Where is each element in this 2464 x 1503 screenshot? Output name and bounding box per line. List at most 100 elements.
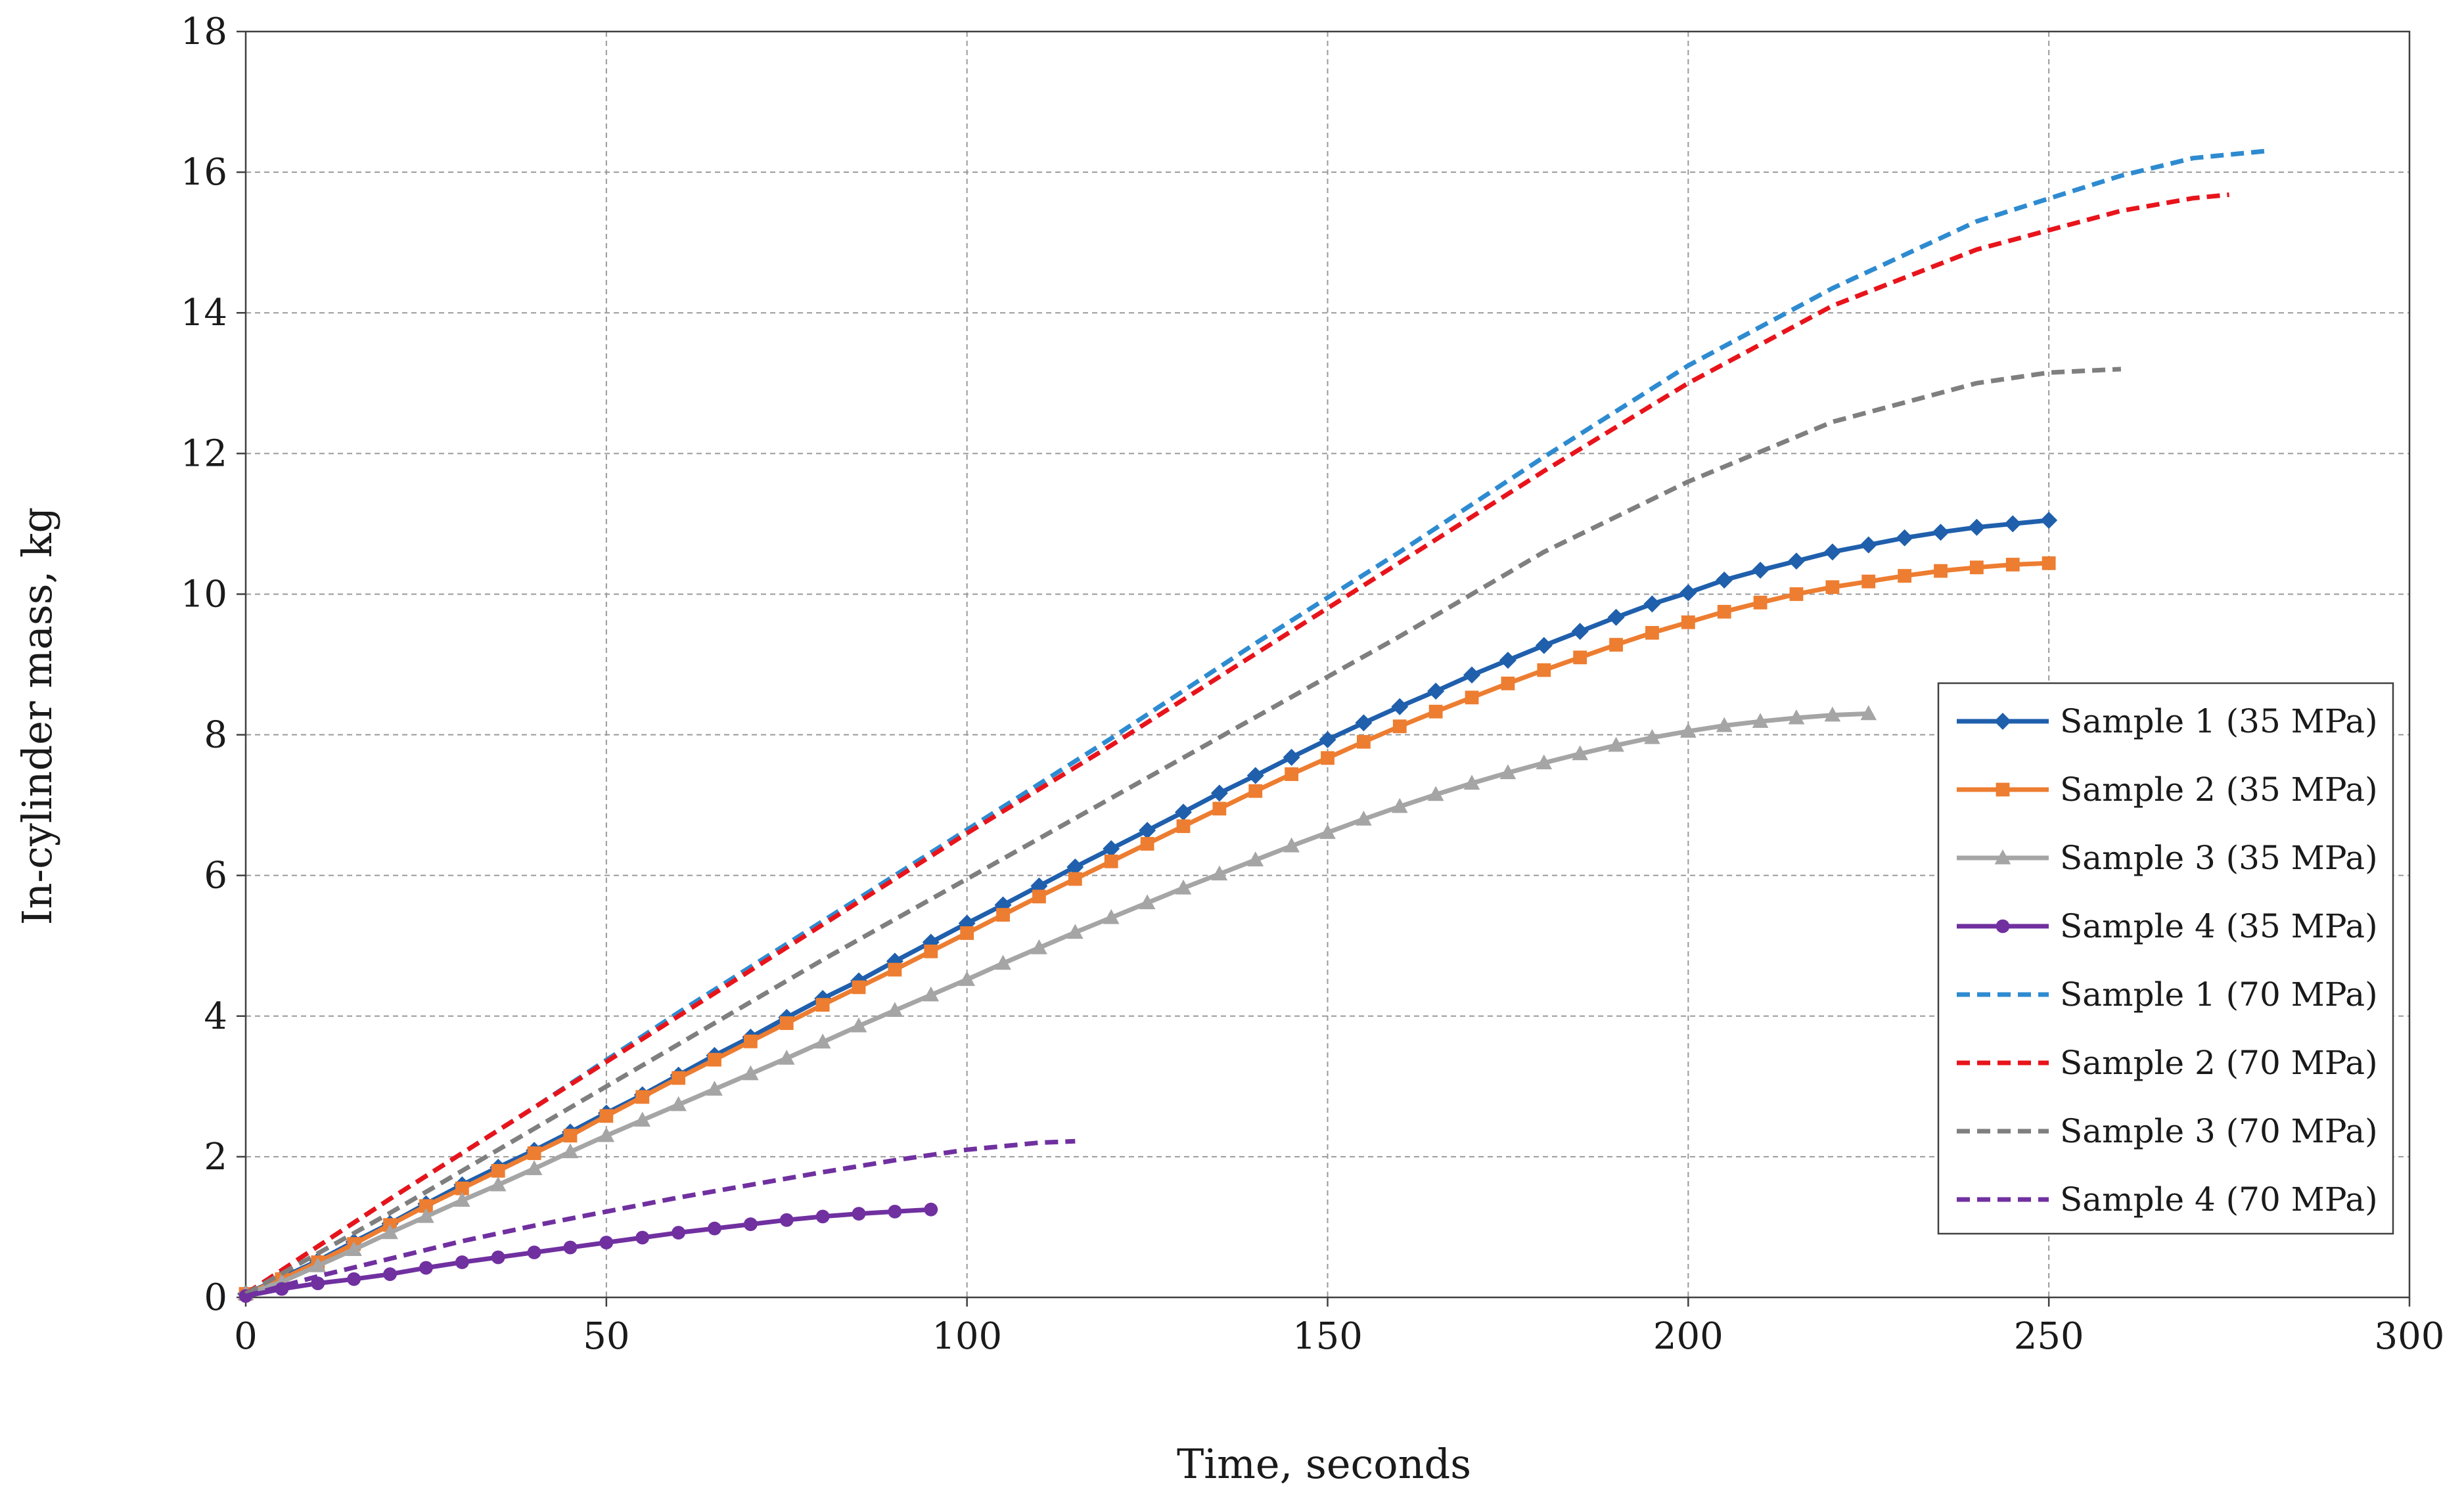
x-tick-label: 250	[2014, 1315, 2084, 1358]
series-8	[245, 1138, 1076, 1299]
data-point-triangle	[309, 1257, 327, 1272]
series-line	[244, 711, 1869, 1296]
data-point-circle	[563, 1240, 578, 1255]
data-point-diamond	[1679, 584, 1697, 602]
data-point-square	[779, 1016, 794, 1030]
data-point-square	[1285, 767, 1299, 781]
data-point-square	[1934, 564, 1948, 578]
data-point-triangle	[1319, 824, 1336, 840]
legend-item: Sample 1 (70 MPa)	[1957, 976, 2378, 1014]
data-point-square	[1573, 650, 1587, 665]
data-point-triangle	[1536, 754, 1553, 770]
data-point-triangle	[886, 1002, 903, 1017]
data-point-square	[1861, 574, 1876, 589]
data-point-triangle	[1644, 729, 1660, 744]
y-tick-label: 14	[181, 292, 227, 334]
legend-label: Sample 3 (70 MPa)	[2060, 1112, 2378, 1150]
legend-item: Sample 1 (35 MPa)	[1957, 702, 2378, 740]
legend-label: Sample 2 (35 MPa)	[2060, 771, 2378, 809]
data-point-square	[1970, 560, 1984, 575]
data-point-circle	[888, 1204, 902, 1219]
data-point-square	[1104, 854, 1118, 868]
series-group	[237, 148, 2266, 1303]
y-tick-label: 12	[181, 432, 227, 475]
data-point-triangle	[1608, 736, 1624, 752]
data-point-square	[1996, 782, 2010, 797]
legend-label: Sample 4 (35 MPa)	[2060, 907, 2378, 945]
data-point-square	[1681, 615, 1695, 629]
data-point-square	[527, 1146, 541, 1160]
data-point-diamond	[1716, 572, 1733, 589]
data-point-square	[743, 1034, 758, 1048]
data-point-diamond	[1103, 840, 1120, 857]
y-tick-label: 0	[204, 1276, 227, 1319]
x-tick-label: 100	[932, 1315, 1002, 1358]
data-point-triangle	[1066, 924, 1084, 939]
data-point-diamond	[1535, 637, 1553, 654]
series-3	[237, 705, 1877, 1301]
legend-item: Sample 2 (35 MPa)	[1957, 771, 2378, 809]
data-point-square	[1392, 719, 1407, 734]
y-tick-label: 2	[204, 1136, 227, 1178]
data-point-circle	[455, 1255, 469, 1269]
y-tick-label: 10	[181, 573, 227, 616]
legend-label: Sample 4 (70 MPa)	[2060, 1180, 2378, 1219]
data-point-triangle	[814, 1033, 831, 1049]
legend-label: Sample 1 (70 MPa)	[2060, 976, 2378, 1014]
data-point-diamond	[1932, 524, 1950, 541]
data-point-triangle	[346, 1241, 362, 1256]
data-point-square	[455, 1181, 469, 1196]
data-point-circle	[527, 1245, 541, 1259]
data-point-triangle	[1679, 723, 1697, 738]
data-point-diamond	[2040, 512, 2058, 529]
data-point-square	[1825, 580, 1840, 594]
data-point-triangle	[1247, 851, 1264, 866]
data-point-circle	[419, 1261, 433, 1275]
y-tick-label: 6	[204, 855, 227, 897]
data-point-square	[1032, 889, 1046, 904]
legend-item: Sample 3 (35 MPa)	[1957, 839, 2378, 877]
data-point-diamond	[1283, 748, 1300, 766]
data-point-diamond	[1066, 858, 1084, 876]
data-point-triangle	[1211, 865, 1228, 881]
data-point-circle	[815, 1209, 830, 1224]
data-point-square	[1501, 677, 1515, 690]
data-point-circle	[347, 1272, 361, 1286]
x-tick-label: 300	[2375, 1315, 2445, 1358]
data-point-triangle	[1824, 706, 1841, 722]
legend-item: Sample 4 (35 MPa)	[1957, 907, 2378, 945]
data-point-circle	[635, 1230, 650, 1245]
data-point-square	[1248, 784, 1263, 798]
data-point-triangle	[850, 1017, 867, 1033]
series-4	[239, 1202, 938, 1303]
data-point-circle	[311, 1276, 325, 1290]
data-point-circle	[779, 1213, 794, 1227]
legend-box	[1937, 682, 2394, 1235]
y-tick-label: 8	[204, 714, 227, 757]
data-point-square	[1321, 751, 1335, 765]
data-point-square	[1898, 569, 1912, 583]
data-point-square	[1356, 734, 1371, 749]
data-point-triangle	[526, 1160, 543, 1175]
data-point-square	[2042, 556, 2056, 570]
data-point-square	[996, 908, 1010, 922]
data-point-square	[672, 1071, 685, 1085]
data-point-diamond	[1427, 683, 1445, 700]
data-point-square	[1645, 625, 1659, 640]
data-point-circle	[672, 1226, 685, 1240]
data-point-square	[1428, 704, 1443, 719]
data-point-square	[491, 1163, 505, 1178]
data-point-square	[1176, 819, 1191, 834]
data-point-triangle	[959, 971, 976, 986]
data-point-triangle	[1752, 713, 1769, 728]
data-point-diamond	[1752, 562, 1769, 579]
data-point-square	[1140, 837, 1154, 851]
data-point-square	[888, 962, 902, 977]
data-point-triangle	[382, 1224, 398, 1240]
data-point-triangle	[742, 1065, 759, 1081]
data-point-diamond	[1319, 731, 1336, 749]
data-point-square	[1068, 872, 1082, 886]
tick-labels: 0 50 100 150 200 250 300 0 2 4 6 8 10 12 14 16 18	[181, 11, 2445, 1358]
y-axis-title: In-cylinder mass, kg	[13, 507, 61, 926]
data-point-diamond	[1139, 822, 1156, 840]
